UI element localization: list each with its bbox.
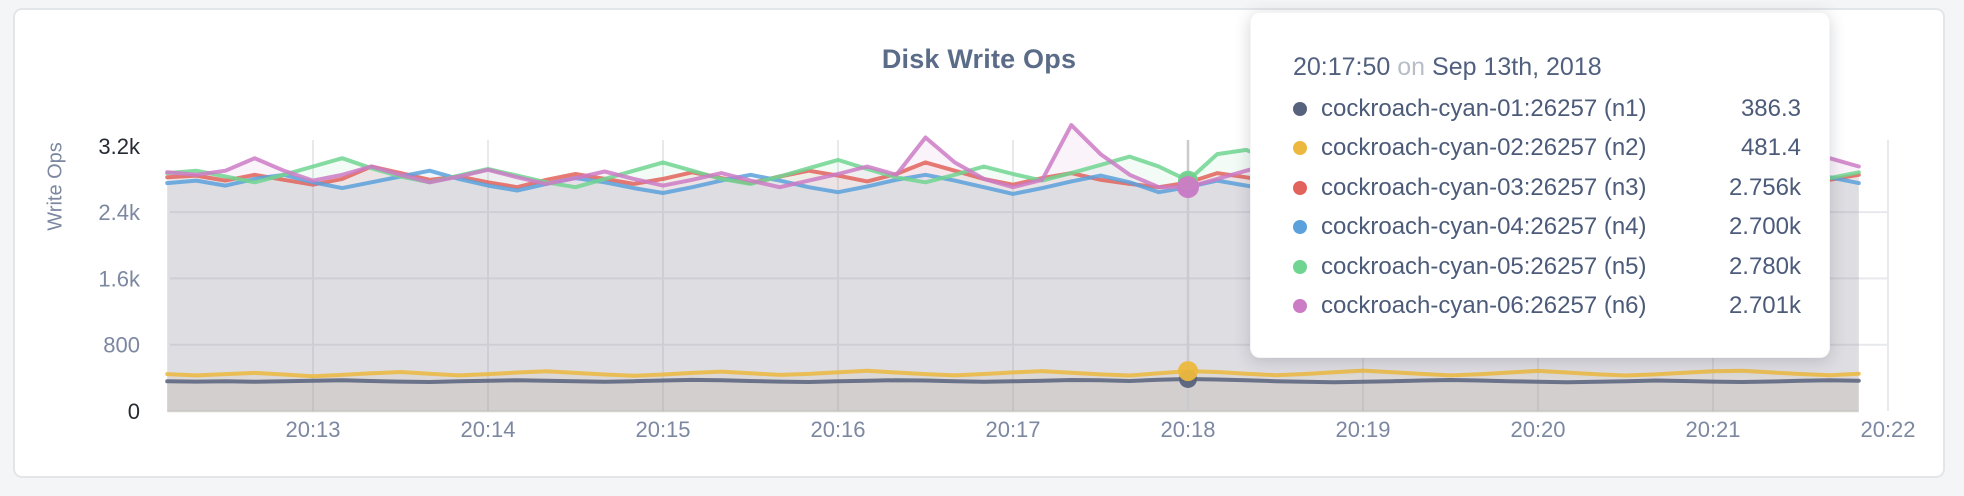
tooltip-series-value: 2.701k <box>1728 292 1801 320</box>
x-tick-label: 20:15 <box>635 417 690 442</box>
tooltip-series-name: cockroach-cyan-03:26257 (n3) <box>1321 173 1647 201</box>
series-color-dot-icon <box>1293 299 1307 314</box>
tooltip-time: 20:17:50 <box>1293 53 1391 81</box>
tooltip-series-value: 2.780k <box>1728 252 1801 280</box>
hover-tooltip: 20:17:50 on Sep 13th, 2018 cockroach-cya… <box>1250 12 1830 358</box>
x-tick-label: 20:20 <box>1510 417 1565 442</box>
tooltip-title: 20:17:50 on Sep 13th, 2018 <box>1293 49 1801 85</box>
tooltip-row: cockroach-cyan-02:26257 (n2) 481.4 <box>1293 129 1801 169</box>
series-color-dot-icon <box>1293 220 1307 235</box>
series-color-dot-icon <box>1293 141 1307 156</box>
tooltip-series-name: cockroach-cyan-01:26257 (n1) <box>1321 94 1647 122</box>
y-tick-label: 0 <box>128 399 140 424</box>
tooltip-series-name: cockroach-cyan-05:26257 (n5) <box>1321 252 1647 280</box>
x-tick-label: 20:13 <box>285 417 340 442</box>
series-color-dot-icon <box>1293 180 1307 195</box>
series-color-dot-icon <box>1293 259 1307 274</box>
x-tick-label: 20:14 <box>460 417 515 442</box>
tooltip-series-value: 386.3 <box>1740 94 1801 122</box>
x-tick-label: 20:19 <box>1335 417 1390 442</box>
tooltip-row: cockroach-cyan-01:26257 (n1) 386.3 <box>1293 89 1801 129</box>
tooltip-row: cockroach-cyan-03:26257 (n3) 2.756k <box>1293 168 1801 208</box>
x-tick-label: 20:17 <box>985 417 1040 442</box>
x-tick-label: 20:21 <box>1685 417 1740 442</box>
tooltip-row: cockroach-cyan-05:26257 (n5) 2.780k <box>1293 247 1801 287</box>
tooltip-series-value: 2.700k <box>1728 213 1801 241</box>
x-tick-label: 20:16 <box>810 417 865 442</box>
tooltip-row: cockroach-cyan-04:26257 (n4) 2.700k <box>1293 208 1801 248</box>
y-tick-label: 2.4k <box>98 200 141 225</box>
y-tick-label: 1.6k <box>98 266 141 291</box>
tooltip-row: cockroach-cyan-06:26257 (n6) 2.701k <box>1293 287 1801 327</box>
tooltip-rows: cockroach-cyan-01:26257 (n1) 386.3 cockroa… <box>1293 89 1801 326</box>
y-tick-label: 3.2k <box>98 134 141 159</box>
tooltip-conjunction: on <box>1397 53 1426 81</box>
tooltip-series-value: 481.4 <box>1740 134 1801 162</box>
series-line <box>165 368 1861 379</box>
chart-title: Disk Write Ops <box>881 44 1077 74</box>
tooltip-date: Sep 13th, 2018 <box>1432 53 1602 81</box>
x-tick-label: 20:22 <box>1860 417 1915 442</box>
y-tick-label: 800 <box>103 333 140 358</box>
series-color-dot-icon <box>1293 101 1307 116</box>
tooltip-series-name: cockroach-cyan-04:26257 (n4) <box>1321 213 1647 241</box>
series-area <box>167 379 1859 411</box>
hover-point-dot <box>1177 176 1199 199</box>
hover-point-dot <box>1178 361 1198 382</box>
tooltip-series-value: 2.756k <box>1728 173 1801 201</box>
tooltip-series-name: cockroach-cyan-02:26257 (n2) <box>1321 134 1647 162</box>
x-tick-label: 20:18 <box>1160 417 1215 442</box>
tooltip-series-name: cockroach-cyan-06:26257 (n6) <box>1321 292 1647 320</box>
series-line <box>165 377 1861 385</box>
